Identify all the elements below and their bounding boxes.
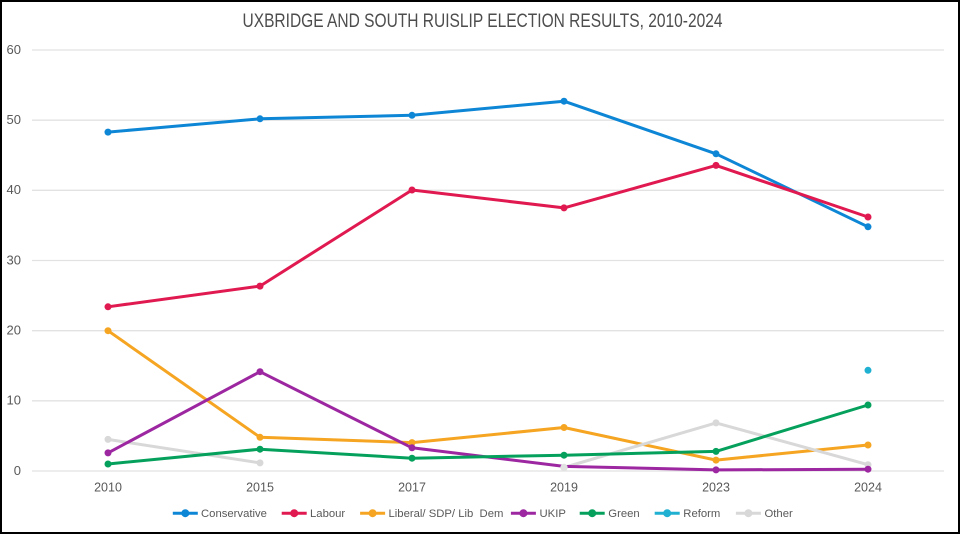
svg-text:2024: 2024 (854, 481, 882, 495)
svg-text:Reform: Reform (683, 508, 720, 520)
svg-text:Labour: Labour (310, 508, 345, 520)
svg-text:Other: Other (765, 508, 793, 520)
svg-text:2019: 2019 (550, 481, 578, 495)
svg-text:2023: 2023 (702, 481, 730, 495)
svg-text:Conservative: Conservative (201, 508, 267, 520)
svg-text:UKIP: UKIP (540, 508, 566, 520)
svg-text:10: 10 (7, 393, 21, 408)
svg-text:30: 30 (7, 252, 21, 267)
svg-text:2010: 2010 (94, 481, 122, 495)
svg-text:Green: Green (608, 508, 639, 520)
svg-text:2015: 2015 (246, 481, 274, 495)
svg-text:20: 20 (7, 323, 21, 338)
svg-text:40: 40 (7, 182, 21, 197)
svg-text:50: 50 (7, 112, 21, 127)
svg-text:2017: 2017 (398, 481, 426, 495)
svg-text:UXBRIDGE AND SOUTH RUISLIP ELE: UXBRIDGE AND SOUTH RUISLIP ELECTION RESU… (243, 11, 723, 32)
svg-text:0: 0 (14, 463, 21, 478)
svg-text:60: 60 (7, 42, 21, 57)
svg-text:Liberal/ SDP/ Lib Dem: Liberal/ SDP/ Lib Dem (389, 508, 504, 520)
